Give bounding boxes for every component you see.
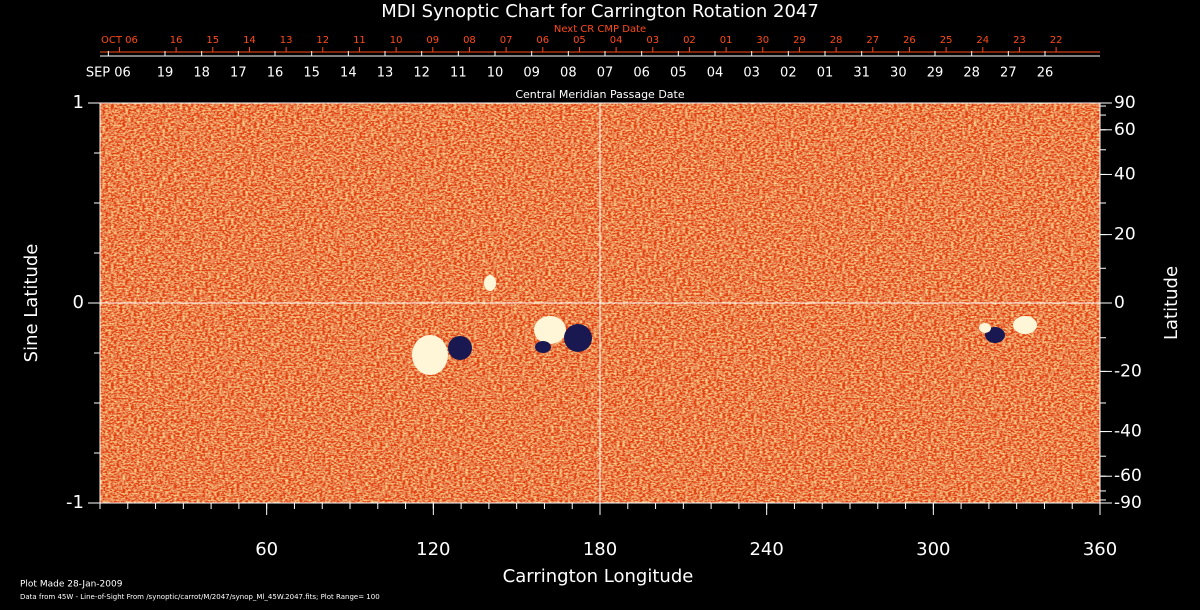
region-positive [412,335,448,375]
chart-title: MDI Synoptic Chart for Carrington Rotati… [381,1,819,22]
date-label: 12 [316,35,329,46]
y2-tick-label: -90 [1114,493,1142,513]
x-tick-label: 360 [1083,539,1117,560]
footer-line: Plot Made 28-Jan-2009 [20,580,123,590]
date-label: 07 [597,66,614,81]
date-label: 06 [536,35,549,46]
date-label: 26 [1037,66,1054,81]
date-label: 04 [707,66,724,81]
date-label: 15 [206,35,219,46]
date-label: 10 [487,66,504,81]
date-label: 16 [267,66,284,81]
date-label: 11 [353,35,366,46]
x-tick-label: 240 [749,539,783,560]
date-label: 08 [463,35,476,46]
date-label: 16 [170,35,183,46]
x-tick-label: 180 [583,539,617,560]
date-label: 12 [413,66,430,81]
x-axis-label: Carrington Longitude [503,566,694,587]
date-label: 01 [720,35,733,46]
y2-tick-label: 60 [1114,120,1136,140]
date-label: 10 [390,35,403,46]
date-label: 03 [743,66,760,81]
y-tick-label: 1 [73,92,84,113]
date-label: 15 [303,66,320,81]
region-positive [534,316,566,344]
date-label: 14 [340,66,357,81]
date-label: 31 [853,66,870,81]
date-label: OCT 06 [101,35,138,46]
date-label: 02 [780,66,797,81]
region-negative [985,327,1005,343]
region-positive [979,323,991,333]
date-label: 04 [610,35,623,46]
date-label: 26 [903,35,916,46]
region-positive [484,275,496,291]
y-tick-label: -1 [66,492,84,513]
y2-tick-label: 20 [1114,225,1136,245]
y2-tick-label: -60 [1114,466,1142,486]
date-label: 13 [280,35,293,46]
cmp-title: Central Meridian Passage Date [515,88,684,101]
date-label: 05 [573,35,586,46]
date-label: 18 [193,66,210,81]
date-label: 03 [646,35,659,46]
next-cmp-title: Next CR CMP Date [554,24,646,35]
y2-tick-label: 40 [1114,164,1136,184]
region-positive [1013,316,1037,334]
x-tick-label: 60 [255,539,278,560]
x-tick-label: 120 [416,539,450,560]
date-label: 13 [377,66,394,81]
region-negative [448,336,472,360]
date-label: 22 [1050,35,1063,46]
date-label: 09 [523,66,540,81]
date-label: 19 [157,66,174,81]
y2-axis-label: Latitude [1161,266,1182,340]
date-label: 30 [890,66,907,81]
date-label: 25 [940,35,953,46]
date-label: 07 [500,35,513,46]
date-label: SEP 06 [86,66,131,81]
date-label: 02 [683,35,696,46]
date-label: 17 [230,66,247,81]
y2-tick-label: -20 [1114,361,1142,381]
footer-line: Data from 45W - Line-of-Sight From /syno… [20,593,380,601]
date-label: 27 [1000,66,1017,81]
date-label: 01 [817,66,834,81]
region-negative [564,324,592,352]
y-tick-label: 0 [73,292,84,313]
x-tick-label: 300 [916,539,950,560]
date-label: 11 [450,66,467,81]
date-label: 30 [756,35,769,46]
region-negative [535,341,551,353]
date-label: 29 [793,35,806,46]
date-label: 08 [560,66,577,81]
y2-tick-label: -40 [1114,422,1142,442]
date-label: 29 [927,66,944,81]
active-regions [412,275,1037,375]
date-label: 09 [426,35,439,46]
date-label: 06 [633,66,650,81]
date-label: 27 [866,35,879,46]
date-label: 14 [243,35,256,46]
date-label: 28 [830,35,843,46]
date-label: 24 [976,35,989,46]
y-axis-label: Sine Latitude [21,244,42,363]
date-label: 28 [963,66,980,81]
y2-tick-label: 0 [1114,293,1125,313]
date-label: 05 [670,66,687,81]
date-label: 23 [1013,35,1026,46]
y2-tick-label: 90 [1114,93,1136,113]
